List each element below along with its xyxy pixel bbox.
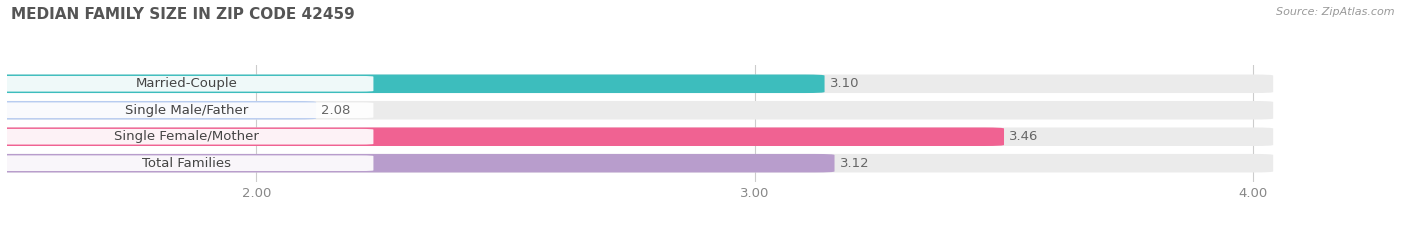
FancyBboxPatch shape (0, 75, 824, 93)
FancyBboxPatch shape (0, 155, 374, 171)
Text: Source: ZipAtlas.com: Source: ZipAtlas.com (1277, 7, 1395, 17)
FancyBboxPatch shape (0, 129, 374, 144)
Text: MEDIAN FAMILY SIZE IN ZIP CODE 42459: MEDIAN FAMILY SIZE IN ZIP CODE 42459 (11, 7, 354, 22)
Text: Married-Couple: Married-Couple (135, 77, 238, 90)
Text: Single Female/Mother: Single Female/Mother (114, 130, 259, 143)
FancyBboxPatch shape (0, 75, 1274, 93)
Text: 2.08: 2.08 (321, 104, 350, 117)
Text: Total Families: Total Families (142, 157, 231, 170)
Text: 3.10: 3.10 (830, 77, 859, 90)
Text: 3.46: 3.46 (1010, 130, 1039, 143)
FancyBboxPatch shape (0, 103, 374, 118)
FancyBboxPatch shape (0, 154, 1274, 172)
Text: Single Male/Father: Single Male/Father (125, 104, 247, 117)
FancyBboxPatch shape (0, 101, 1274, 120)
FancyBboxPatch shape (0, 154, 835, 172)
FancyBboxPatch shape (0, 101, 316, 120)
FancyBboxPatch shape (0, 127, 1274, 146)
FancyBboxPatch shape (0, 76, 374, 92)
FancyBboxPatch shape (0, 127, 1004, 146)
Text: 3.12: 3.12 (839, 157, 869, 170)
